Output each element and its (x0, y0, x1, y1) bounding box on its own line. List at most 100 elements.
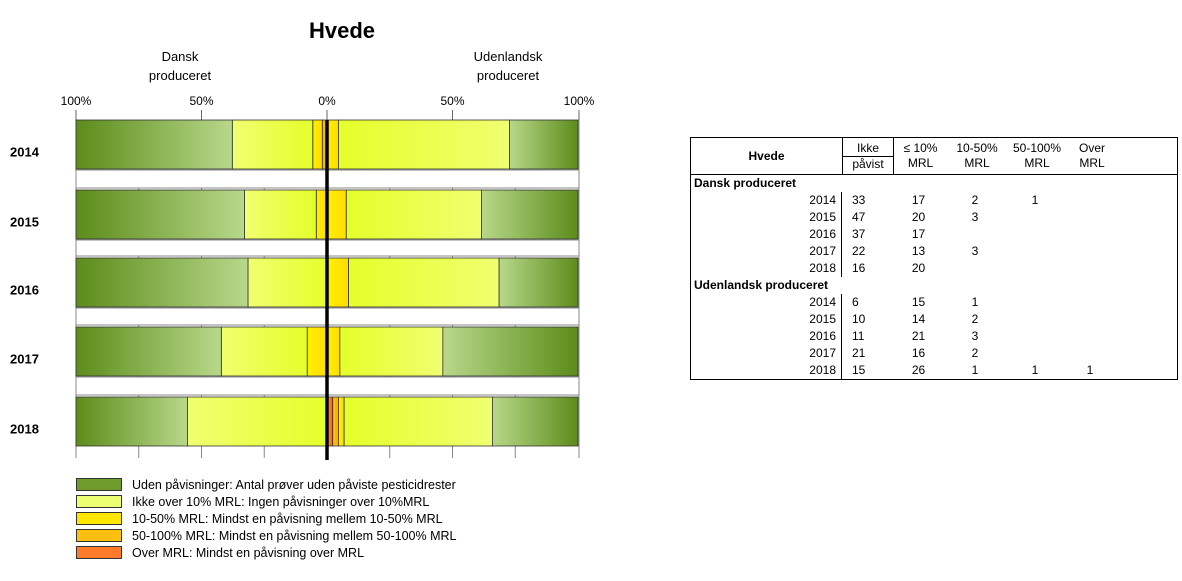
category-label: 2014 (10, 145, 40, 160)
axis-tick-label: 100% (564, 94, 595, 108)
column-header: 50-100% MRL (1012, 141, 1062, 170)
legend-item: 50-100% MRL: Mindst en påvisning mellem … (76, 527, 456, 544)
table-cell (1065, 192, 1115, 209)
table-cell (1005, 209, 1065, 226)
right-side-label: produceret (477, 68, 540, 83)
bar-udenlandsk-2017-s1 (339, 326, 444, 377)
table-cell: 16 (852, 261, 866, 275)
bar-udenlandsk-2014-s0 (509, 119, 579, 170)
table-cell: 3 (971, 210, 979, 224)
legend-label: 50-100% MRL: Mindst en påvisning mellem … (132, 528, 457, 543)
bar-dansk-2018-s0 (75, 396, 188, 447)
column-header: ≤ 10% MRL (903, 141, 938, 170)
table-row: 2016 37 17 (691, 226, 1177, 243)
table-cell: 21 (911, 329, 926, 343)
bar-dansk-2015-s0 (75, 189, 245, 240)
table-cell: 26 (911, 363, 926, 377)
table-year: 2018 (691, 362, 842, 379)
table-cell: 2 (971, 346, 979, 360)
bar-udenlandsk-2016-s1 (348, 257, 500, 308)
table-cell: 3 (971, 329, 979, 343)
bar-dansk-2014-s0 (75, 119, 233, 170)
category-label: 2018 (10, 422, 39, 437)
legend-label: Over MRL: Mindst en påvisning over MRL (132, 545, 365, 560)
legend-item: Ikke over 10% MRL: Ingen påvisninger ove… (76, 493, 456, 510)
bar-dansk-2017-s0 (75, 326, 222, 377)
bar-udenlandsk-2014-s1 (338, 119, 510, 170)
table-cell (1005, 226, 1065, 243)
bar-dansk-2018-s1 (187, 396, 328, 447)
legend-swatch (76, 546, 122, 559)
table-title: Hvede (691, 138, 843, 174)
legend-swatch (76, 478, 122, 491)
bar-udenlandsk-2018-s1 (343, 396, 493, 447)
left-side-label: produceret (149, 68, 212, 83)
table-cell (1065, 294, 1115, 311)
table-row: 2017 21 16 2 (691, 345, 1177, 362)
table-cell: 1 (971, 363, 979, 377)
bar-dansk-2016-s0 (75, 257, 249, 308)
bar-dansk-2017-s2 (306, 326, 328, 377)
table-cell: 2 (971, 193, 979, 207)
bar-udenlandsk-2018-s0 (492, 396, 579, 447)
axis-tick-label: 50% (440, 94, 464, 108)
table-cell: 17 (911, 227, 926, 241)
table-cell: 11 (852, 329, 865, 343)
category-label: 2017 (10, 352, 39, 367)
table-cell: 14 (911, 312, 926, 326)
axis-tick-label: 50% (189, 94, 213, 108)
table-header: Hvede Ikke påvist ≤ 10% MRL 10-50% MRL 50-100% M… (691, 138, 1177, 175)
table-year: 2016 (691, 328, 842, 345)
legend-item: Over MRL: Mindst en påvisning over MRL (76, 544, 456, 561)
chart-title: Hvede (309, 18, 375, 43)
table-row: 2015 47 20 3 (691, 209, 1177, 226)
category-label: 2015 (10, 215, 39, 230)
legend-label: Uden påvisninger: Antal prøver uden påvi… (132, 477, 456, 492)
bar-dansk-2014-s2 (312, 119, 323, 170)
bar-udenlandsk-2016-s0 (498, 257, 579, 308)
table-cell: 16 (911, 346, 926, 360)
bar-udenlandsk-2015-s1 (345, 189, 482, 240)
column-header: Ikke påvist (843, 138, 894, 174)
bar-dansk-2015-s1 (244, 189, 317, 240)
table-cell (1005, 311, 1065, 328)
bar-udenlandsk-2017-s0 (442, 326, 579, 377)
legend-item: 10-50% MRL: Mindst en påvisning mellem 1… (76, 510, 456, 527)
axis-tick-label: 0% (318, 94, 336, 108)
table-cell (1065, 226, 1115, 243)
table-row: 2014 33 17 2 1 (691, 192, 1177, 209)
table-cell (945, 260, 1005, 277)
bar-udenlandsk-2015-s2 (326, 189, 347, 240)
hvede-chart: Hvede Dansk produceret Udenlandsk produceret… (10, 18, 595, 460)
table-cell: 20 (911, 210, 926, 224)
table-row: 2017 22 13 3 (691, 243, 1177, 260)
table-cell: 15 (852, 363, 866, 377)
table-cell: 13 (911, 244, 926, 258)
table-year: 2018 (691, 260, 842, 277)
bar-dansk-2014-s1 (231, 119, 314, 170)
table-cell (1065, 345, 1115, 362)
table-cell (1005, 294, 1065, 311)
bar-udenlandsk-2018-s2 (338, 396, 345, 447)
table-cell: 20 (911, 261, 926, 275)
table-cell: 17 (911, 193, 926, 207)
legend-swatch (76, 529, 122, 542)
table-cell: 1 (1031, 363, 1039, 377)
table-year: 2017 (691, 243, 842, 260)
table-cell: 10 (852, 312, 866, 326)
bar-udenlandsk-2017-s2 (326, 326, 341, 377)
table-cell: 37 (852, 227, 866, 241)
bar-udenlandsk-2016-s2 (326, 257, 349, 308)
table-cell: 3 (971, 244, 979, 258)
right-side-label: Udenlandsk (474, 49, 543, 64)
table-cell: 33 (852, 193, 866, 207)
bar-udenlandsk-2015-s0 (481, 189, 579, 240)
legend-swatch (76, 495, 122, 508)
table-year: 2016 (691, 226, 842, 243)
table-year: 2015 (691, 209, 842, 226)
table-cell (1005, 243, 1065, 260)
legend-swatch (76, 512, 122, 525)
table-cell: 2 (971, 312, 979, 326)
table-group-header: Udenlandsk produceret (694, 278, 829, 292)
table-cell: 15 (911, 295, 926, 309)
